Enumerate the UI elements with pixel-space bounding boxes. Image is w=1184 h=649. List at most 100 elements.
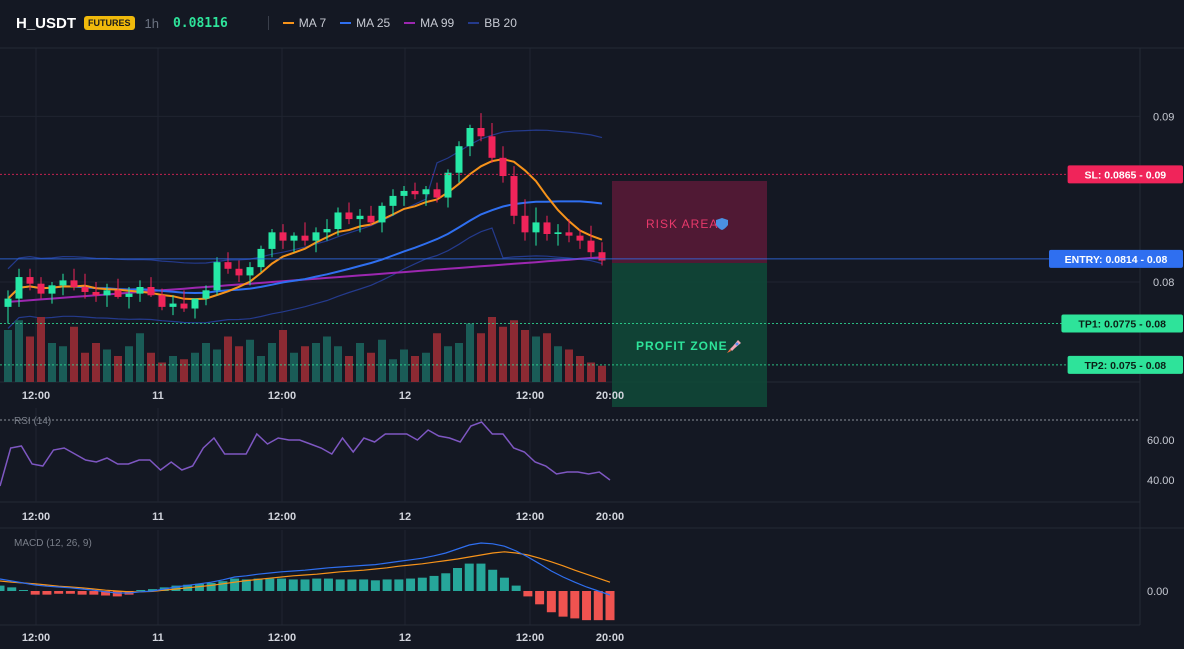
candle-body (268, 232, 276, 249)
candle-body (587, 240, 595, 253)
candle-body (444, 172, 452, 198)
candle-body (235, 268, 243, 276)
entry-tag-label: ENTRY: 0.0814 - 0.08 (1065, 254, 1168, 266)
volume-bar (411, 356, 419, 382)
volume-bar (114, 356, 122, 382)
macd-histogram-bar (65, 591, 75, 594)
macd-histogram-bar (218, 581, 228, 591)
rsi-time-label: 11 (152, 511, 164, 523)
macd-histogram-bar (323, 578, 333, 591)
candle-body (477, 128, 485, 137)
volume-bar (378, 339, 386, 382)
volume-bar (246, 339, 254, 382)
macd-histogram-bar (0, 585, 5, 591)
candle-body (70, 280, 78, 287)
macd-histogram-bar (535, 591, 545, 605)
volume-bar (466, 323, 474, 382)
rsi-tick-label: 60.00 (1147, 435, 1175, 447)
main-time-label: 12:00 (22, 390, 50, 402)
stop-loss-tag (1067, 165, 1183, 184)
bb-lower-line (7, 227, 603, 329)
macd-histogram-bar (7, 587, 17, 591)
candlesticks[interactable] (4, 113, 606, 324)
price-tick-label: 0.09 (1153, 111, 1174, 123)
macd-histogram-bar (488, 569, 498, 591)
volume-bar (136, 333, 144, 382)
candle-body (554, 232, 562, 234)
macd-histogram-bar (453, 568, 462, 591)
price-axis[interactable]: 0.09 0.08 (1153, 111, 1174, 289)
candle-body (521, 215, 529, 233)
volume-bar (521, 330, 529, 382)
symbol-name[interactable]: H_USDT (16, 14, 77, 32)
macd-title: MACD (12, 26, 9) (14, 538, 92, 549)
take-profit-2-tag-label: TP2: 0.075 - 0.08 (1084, 360, 1166, 372)
candle-body (356, 215, 364, 220)
volume-bar (312, 343, 320, 382)
legend-ma7[interactable]: MA 7 (282, 16, 327, 30)
main-time-label: 12:00 (268, 390, 296, 402)
macd-histogram-bar (406, 578, 416, 591)
candle-body (422, 189, 430, 195)
volume-bar (455, 343, 463, 382)
rsi-title: RSI (14) (14, 416, 51, 427)
macd-histogram-bar (546, 591, 556, 613)
candle-body (367, 215, 375, 223)
candle-body (323, 229, 331, 233)
main-time-label: 20:00 (596, 390, 624, 402)
legend-swatch-bb20 (468, 22, 480, 24)
legend-bb20[interactable]: BB 20 (468, 16, 517, 30)
macd-histogram-bar (605, 591, 615, 621)
macd-histogram-bar (136, 590, 146, 591)
take-profit-1-tag (1061, 314, 1183, 333)
volume-bar (477, 333, 485, 382)
candle-body (499, 157, 507, 177)
futures-badge: FUTURES (84, 16, 135, 30)
macd-histogram-bar (77, 591, 87, 595)
macd-histogram-bar (429, 575, 439, 591)
macd-histogram-bar (441, 573, 451, 591)
candle-body (543, 222, 551, 234)
volume-bar (554, 346, 562, 382)
volume-bar (125, 346, 133, 382)
macd-histogram-bar (89, 591, 99, 595)
candle-body (466, 128, 474, 147)
candle-body (147, 287, 155, 296)
legend-ma25[interactable]: MA 25 (340, 16, 390, 30)
legend-swatch-ma25 (340, 22, 352, 24)
legend-label-bb20: BB 20 (484, 16, 517, 30)
rsi-panel[interactable]: RSI (14) 60.00 40.00 12:00 11 12:00 12 12:00 20:… (0, 408, 1184, 529)
volume-bar (213, 349, 221, 382)
volume-bar (488, 317, 496, 382)
candle-body (81, 287, 89, 292)
volume-bar (367, 352, 375, 382)
rocket-icon (727, 340, 741, 353)
candle-body (246, 267, 254, 276)
entry-tag (1049, 249, 1183, 268)
time-axis-main: 12:00 11 12:00 12 12:00 20:00 (22, 390, 624, 402)
macd-histogram-bar (194, 583, 204, 591)
macd-panel[interactable]: MACD (12, 26, 9) 0.00 12:00 11 12:00 12 12:00 2… (0, 530, 1168, 644)
candle-body (334, 212, 342, 230)
legend-swatch-ma99 (404, 22, 416, 24)
candle-body (114, 290, 122, 297)
legend-label-ma7: MA 7 (298, 16, 327, 30)
timeframe-label[interactable]: 1h (144, 15, 159, 31)
volume-bar (4, 330, 12, 382)
volume-bar (257, 356, 265, 382)
rsi-time-label: 12:00 (22, 511, 50, 523)
risk-zone (612, 181, 767, 263)
take-profit-2-tag (1067, 355, 1183, 374)
rsi-line (0, 421, 611, 487)
rsi-time-label: 20:00 (596, 511, 624, 523)
macd-histogram-bar (370, 580, 380, 591)
candle-body (202, 290, 210, 299)
volume-bar (48, 343, 56, 382)
macd-histogram-bar (570, 591, 580, 619)
legend-ma99[interactable]: MA 99 (404, 16, 454, 30)
candle-body (433, 189, 441, 198)
volume-bar (433, 333, 441, 382)
macd-histogram-bar (593, 591, 603, 621)
